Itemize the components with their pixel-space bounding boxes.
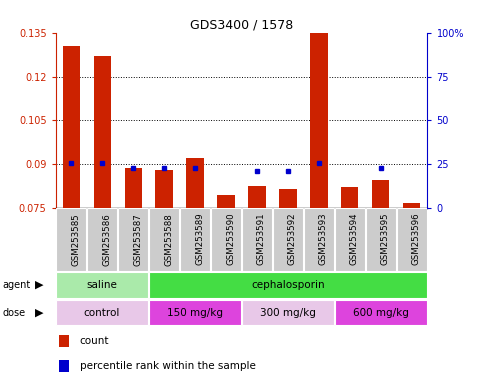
Bar [118,208,148,271]
Bar [125,169,142,208]
Text: saline: saline [86,280,117,290]
Bar [304,208,334,271]
Bar [181,208,210,271]
Bar [212,208,241,271]
Text: GSM253590: GSM253590 [226,213,235,265]
Bar [248,186,266,208]
Text: GSM253596: GSM253596 [412,213,421,265]
Bar [56,300,148,325]
Bar [149,208,179,271]
Bar [335,300,427,325]
Text: 300 mg/kg: 300 mg/kg [260,308,316,318]
Bar [186,158,203,208]
Bar [280,189,297,208]
Text: GSM253593: GSM253593 [319,213,328,265]
Text: GSM253592: GSM253592 [288,213,297,265]
Bar [341,187,358,208]
Text: GSM253587: GSM253587 [133,213,142,266]
Bar [156,170,172,208]
Text: dose: dose [2,308,26,318]
Bar [56,272,148,298]
Bar [372,180,389,208]
Text: GSM253594: GSM253594 [350,213,359,265]
Bar [335,208,365,271]
Bar [403,204,421,208]
Bar [87,208,116,271]
Text: GSM253586: GSM253586 [102,213,111,266]
Text: ▶: ▶ [35,308,43,318]
Text: GSM253591: GSM253591 [257,213,266,265]
Text: GSM253588: GSM253588 [164,213,173,266]
Bar [57,208,85,271]
Bar [367,208,396,271]
Bar [242,300,334,325]
Bar [273,208,302,271]
Title: GDS3400 / 1578: GDS3400 / 1578 [190,19,293,32]
Text: 150 mg/kg: 150 mg/kg [167,308,223,318]
Bar [59,335,69,347]
Bar [94,56,111,208]
Bar [149,272,427,298]
Bar [59,360,69,372]
Text: GSM253589: GSM253589 [195,213,204,265]
Bar [217,195,235,208]
Bar [62,46,80,208]
Text: count: count [80,336,109,346]
Bar [149,300,241,325]
Text: agent: agent [2,280,30,290]
Text: 600 mg/kg: 600 mg/kg [353,308,409,318]
Text: GSM253595: GSM253595 [381,213,390,265]
Bar [242,208,271,271]
Text: control: control [84,308,120,318]
Text: GSM253585: GSM253585 [71,213,80,266]
Text: ▶: ▶ [35,280,43,290]
Text: percentile rank within the sample: percentile rank within the sample [80,361,256,371]
Bar [398,208,426,271]
Text: cephalosporin: cephalosporin [251,280,325,290]
Bar [311,30,327,208]
